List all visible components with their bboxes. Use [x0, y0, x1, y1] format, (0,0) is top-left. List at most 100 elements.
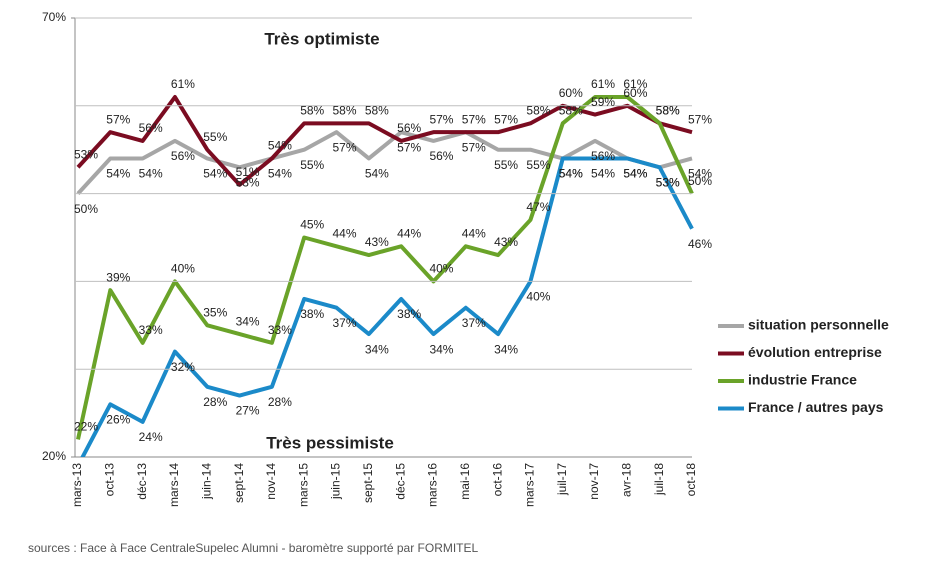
- data-label: 43%: [494, 235, 518, 249]
- x-tick-label: juin-14: [199, 463, 213, 500]
- data-label: 54%: [203, 167, 227, 181]
- series-line: [76, 130, 693, 195]
- data-label: 57%: [106, 112, 130, 126]
- data-label: 57%: [397, 140, 421, 154]
- data-label: 55%: [203, 130, 227, 144]
- data-label: 56%: [139, 121, 163, 135]
- data-label: 54%: [623, 167, 647, 181]
- source: sources : Face à Face CentraleSupelec Al…: [28, 541, 479, 555]
- data-label: 54%: [268, 139, 292, 153]
- data-label: 58%: [656, 104, 680, 118]
- data-label: 59%: [591, 95, 615, 109]
- data-label: 54%: [688, 167, 712, 181]
- x-tick-label: juil-18: [652, 463, 666, 496]
- data-label: 55%: [526, 158, 550, 172]
- data-label: 47%: [526, 200, 550, 214]
- data-label: 43%: [365, 235, 389, 249]
- data-label: 58%: [526, 104, 550, 118]
- data-label: 54%: [623, 167, 647, 181]
- data-label: 39%: [106, 270, 130, 284]
- data-label: 35%: [203, 305, 227, 319]
- x-tick-label: juil-17: [555, 463, 569, 496]
- data-label: 50%: [688, 174, 712, 188]
- data-label: 38%: [397, 307, 421, 321]
- data-label: 53%: [656, 175, 680, 189]
- data-label: 60%: [623, 86, 647, 100]
- data-label: 56%: [429, 149, 453, 163]
- x-tick-label: avr-18: [620, 463, 634, 497]
- x-tick-label: mars-16: [426, 463, 440, 507]
- x-tick-label: oct-16: [490, 463, 504, 497]
- series-line: [80, 156, 694, 457]
- data-label: 58%: [656, 104, 680, 118]
- data-label: 53%: [656, 175, 680, 189]
- data-label: 54%: [139, 167, 163, 181]
- data-label: 28%: [268, 395, 292, 409]
- x-tick-label: sept-14: [232, 463, 246, 503]
- x-tick-label: mars-17: [523, 463, 537, 507]
- data-label: 34%: [494, 342, 518, 356]
- x-tick-label: déc-13: [135, 463, 149, 500]
- data-label: 33%: [268, 323, 292, 337]
- data-label: 54%: [559, 167, 583, 181]
- data-label: 57%: [494, 112, 518, 126]
- data-label: 46%: [688, 237, 712, 251]
- x-tick-label: oct-18: [684, 463, 698, 497]
- series-line: [76, 95, 694, 440]
- data-label: 40%: [429, 262, 453, 276]
- data-label: 38%: [300, 307, 324, 321]
- x-tick-label: mai-16: [458, 463, 472, 500]
- data-label: 53%: [236, 175, 260, 189]
- x-tick-label: nov-17: [587, 463, 601, 500]
- data-label: 60%: [559, 86, 583, 100]
- annotation: Très pessimiste: [266, 433, 394, 452]
- data-label: 28%: [203, 395, 227, 409]
- y-tick-label: 20%: [42, 449, 66, 463]
- data-label: 56%: [171, 149, 195, 163]
- x-tick-label: sept-15: [361, 463, 375, 503]
- data-label: 57%: [462, 112, 486, 126]
- x-tick-label: mars-14: [167, 463, 181, 507]
- data-label: 57%: [333, 140, 357, 154]
- data-label: 58%: [559, 104, 583, 118]
- x-tick-label: mars-13: [70, 463, 84, 507]
- data-label: 61%: [623, 77, 647, 91]
- data-label: 58%: [365, 104, 389, 118]
- data-label: 45%: [300, 218, 324, 232]
- data-label: 32%: [171, 360, 195, 374]
- legend-label: industrie France: [748, 372, 857, 388]
- data-label: 33%: [139, 323, 163, 337]
- data-label: 61%: [171, 77, 195, 91]
- legend-label: France / autres pays: [748, 399, 884, 415]
- data-label: 54%: [268, 167, 292, 181]
- data-label: 57%: [688, 112, 712, 126]
- data-label: 34%: [236, 314, 260, 328]
- data-label: 58%: [333, 104, 357, 118]
- data-label: 55%: [494, 158, 518, 172]
- data-label: 54%: [106, 167, 130, 181]
- data-label: 55%: [300, 158, 324, 172]
- data-label: 40%: [171, 262, 195, 276]
- data-label: 34%: [365, 342, 389, 356]
- data-label: 61%: [591, 77, 615, 91]
- data-label: 50%: [74, 202, 98, 216]
- data-label: 24%: [139, 430, 163, 444]
- y-tick-label: 70%: [42, 10, 66, 24]
- data-label: 54%: [365, 167, 389, 181]
- x-tick-label: déc-15: [393, 463, 407, 500]
- data-label: 56%: [397, 121, 421, 135]
- data-label: 44%: [462, 226, 486, 240]
- x-tick-label: nov-14: [264, 463, 278, 500]
- data-label: 44%: [397, 226, 421, 240]
- data-label: 57%: [429, 112, 453, 126]
- data-label: 58%: [300, 104, 324, 118]
- data-label: 40%: [526, 290, 550, 304]
- x-tick-label: oct-13: [102, 463, 116, 497]
- data-label: 37%: [333, 316, 357, 330]
- data-label: 51%: [236, 165, 260, 179]
- data-label: 54%: [591, 167, 615, 181]
- data-label: 34%: [429, 342, 453, 356]
- data-label: 57%: [462, 140, 486, 154]
- data-label: 44%: [333, 226, 357, 240]
- legend-label: évolution entreprise: [748, 344, 882, 360]
